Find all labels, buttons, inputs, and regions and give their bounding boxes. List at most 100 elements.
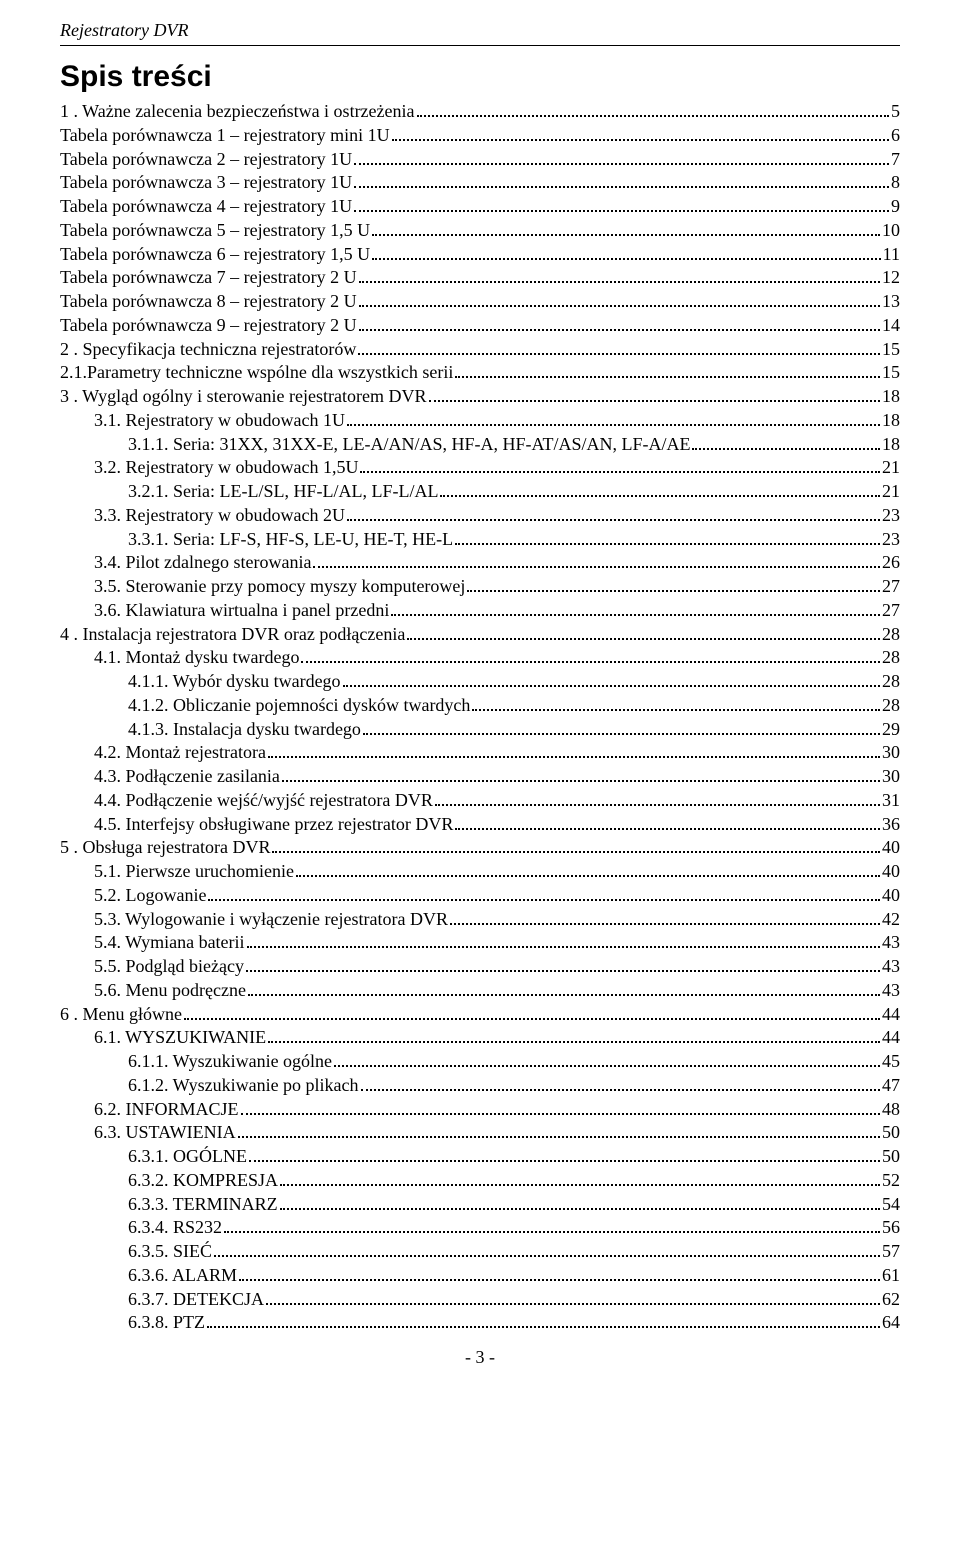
toc-entry-page: 31: [882, 789, 900, 813]
toc-leader-dots: [224, 1231, 880, 1233]
toc-leader-dots: [347, 424, 880, 426]
toc-entry-page: 18: [882, 433, 900, 457]
toc-leader-dots: [455, 376, 880, 378]
toc-entry: 3.1. Rejestratory w obudowach 1U18: [60, 409, 900, 433]
toc-title: Spis treści: [60, 60, 900, 94]
toc-entry-title: Tabela porównawcza 3 – rejestratory 1U: [60, 171, 352, 195]
toc-entry-title: 4.3. Podłączenie zasilania: [94, 765, 280, 789]
toc-entry-title: 3.2.1. Seria: LE-L/SL, HF-L/AL, LF-L/AL: [128, 480, 438, 504]
toc-leader-dots: [248, 994, 880, 996]
toc-entry-title: 3.4. Pilot zdalnego sterowania: [94, 551, 311, 575]
toc-leader-dots: [214, 1255, 880, 1257]
toc-entry-page: 40: [882, 860, 900, 884]
toc-entry-title: Tabela porównawcza 2 – rejestratory 1U: [60, 148, 352, 172]
toc-entry-title: 6.3.6. ALARM: [128, 1264, 237, 1288]
header-rule: [60, 45, 900, 46]
toc-entry-page: 43: [882, 979, 900, 1003]
toc-leader-dots: [360, 471, 880, 473]
toc-entry-page: 29: [882, 718, 900, 742]
toc-entry: 3.2. Rejestratory w obudowach 1,5U 21: [60, 456, 900, 480]
toc-leader-dots: [440, 495, 880, 497]
toc-leader-dots: [354, 210, 889, 212]
toc-entry-page: 28: [882, 623, 900, 647]
toc-entry-page: 5: [891, 100, 900, 124]
page-footer: - 3 -: [60, 1347, 900, 1368]
toc-entry: 4.2. Montaż rejestratora30: [60, 741, 900, 765]
toc-leader-dots: [472, 709, 880, 711]
toc-entry: 5.1. Pierwsze uruchomienie40: [60, 860, 900, 884]
toc-entry-title: 4.4. Podłączenie wejść/wyjść rejestrator…: [94, 789, 433, 813]
toc-leader-dots: [296, 875, 880, 877]
toc-entry-page: 28: [882, 670, 900, 694]
toc-entry-page: 23: [882, 504, 900, 528]
toc-leader-dots: [692, 448, 880, 450]
toc-leader-dots: [435, 804, 880, 806]
toc-entry-title: 2.1.Parametry techniczne wspólne dla wsz…: [60, 361, 453, 385]
toc-entry: 3.6. Klawiatura wirtualna i panel przedn…: [60, 599, 900, 623]
page-header: Rejestratory DVR: [60, 20, 900, 41]
toc-leader-dots: [354, 186, 889, 188]
toc-entry-page: 40: [882, 836, 900, 860]
toc-entry-page: 54: [882, 1193, 900, 1217]
toc-entry-page: 11: [883, 243, 900, 267]
toc-entry: 6.1. WYSZUKIWANIE44: [60, 1026, 900, 1050]
toc-entry-title: 1 . Ważne zalecenia bezpieczeństwa i ost…: [60, 100, 415, 124]
toc-entry: 6.3.8. PTZ64: [60, 1311, 900, 1335]
toc-entry-title: 3.3.1. Seria: LF-S, HF-S, LE-U, HE-T, HE…: [128, 528, 453, 552]
toc-leader-dots: [280, 1208, 880, 1210]
toc-leader-dots: [363, 733, 880, 735]
toc-entry: 3.3.1. Seria: LF-S, HF-S, LE-U, HE-T, HE…: [60, 528, 900, 552]
toc-entry: 5.3. Wylogowanie i wyłączenie rejestrato…: [60, 908, 900, 932]
toc-entry-page: 30: [882, 741, 900, 765]
toc-entry: 6.3.3. TERMINARZ54: [60, 1193, 900, 1217]
toc-entry-page: 56: [882, 1216, 900, 1240]
toc-entry: 5.5. Podgląd bieżący43: [60, 955, 900, 979]
toc-entry-title: Tabela porównawcza 5 – rejestratory 1,5 …: [60, 219, 370, 243]
toc-leader-dots: [429, 400, 881, 402]
toc-entry: Tabela porównawcza 4 – rejestratory 1U9: [60, 195, 900, 219]
toc-entry-page: 52: [882, 1169, 900, 1193]
toc-leader-dots: [391, 614, 880, 616]
toc-leader-dots: [282, 780, 880, 782]
toc-leader-dots: [343, 685, 880, 687]
toc-entry-page: 15: [882, 361, 900, 385]
toc-leader-dots: [455, 828, 880, 830]
toc-leader-dots: [249, 1160, 880, 1162]
toc-leader-dots: [455, 543, 880, 545]
toc-entry-page: 21: [882, 456, 900, 480]
toc-leader-dots: [347, 519, 880, 521]
toc-entry: Tabela porównawcza 2 – rejestratory 1U7: [60, 148, 900, 172]
toc-entry-title: 5.3. Wylogowanie i wyłączenie rejestrato…: [94, 908, 448, 932]
toc-leader-dots: [207, 1326, 880, 1328]
toc-entry: 6.3.7. DETEKCJA 62: [60, 1288, 900, 1312]
toc-entry-page: 26: [882, 551, 900, 575]
toc-leader-dots: [238, 1136, 880, 1138]
toc-entry: Tabela porównawcza 5 – rejestratory 1,5 …: [60, 219, 900, 243]
toc-leader-dots: [268, 1041, 880, 1043]
toc-entry-page: 50: [882, 1121, 900, 1145]
toc-entry-title: 3.2. Rejestratory w obudowach 1,5U: [94, 456, 358, 480]
toc-entry: 4.4. Podłączenie wejść/wyjść rejestrator…: [60, 789, 900, 813]
toc-entry-page: 62: [882, 1288, 900, 1312]
toc-entry-page: 45: [882, 1050, 900, 1074]
toc-leader-dots: [450, 923, 880, 925]
toc-entry: Tabela porównawcza 7 – rejestratory 2 U1…: [60, 266, 900, 290]
toc-entry-page: 18: [882, 409, 900, 433]
toc-entry-title: 5.6. Menu podręczne: [94, 979, 246, 1003]
toc-entry-title: 6.3. USTAWIENIA: [94, 1121, 236, 1145]
toc-entry-title: 6.1. WYSZUKIWANIE: [94, 1026, 266, 1050]
toc-entry: 6.2. INFORMACJE48: [60, 1098, 900, 1122]
toc-entry-title: 6.1.2. Wyszukiwanie po plikach: [128, 1074, 359, 1098]
toc-entry-title: 2 . Specyfikacja techniczna rejestratoró…: [60, 338, 356, 362]
toc-entry: 6.3. USTAWIENIA 50: [60, 1121, 900, 1145]
toc-entry: 4 . Instalacja rejestratora DVR oraz pod…: [60, 623, 900, 647]
toc-entry-title: 3 . Wygląd ogólny i sterowanie rejestrat…: [60, 385, 427, 409]
toc-entry: 4.1. Montaż dysku twardego28: [60, 646, 900, 670]
toc-entry: 6.3.4. RS23256: [60, 1216, 900, 1240]
toc-leader-dots: [359, 281, 880, 283]
toc-entry-page: 15: [882, 338, 900, 362]
toc-entry-title: 6.3.7. DETEKCJA: [128, 1288, 264, 1312]
toc-entry-title: 6.1.1. Wyszukiwanie ogólne: [128, 1050, 332, 1074]
toc-entry: 5 . Obsługa rejestratora DVR40: [60, 836, 900, 860]
toc-entry-page: 64: [882, 1311, 900, 1335]
